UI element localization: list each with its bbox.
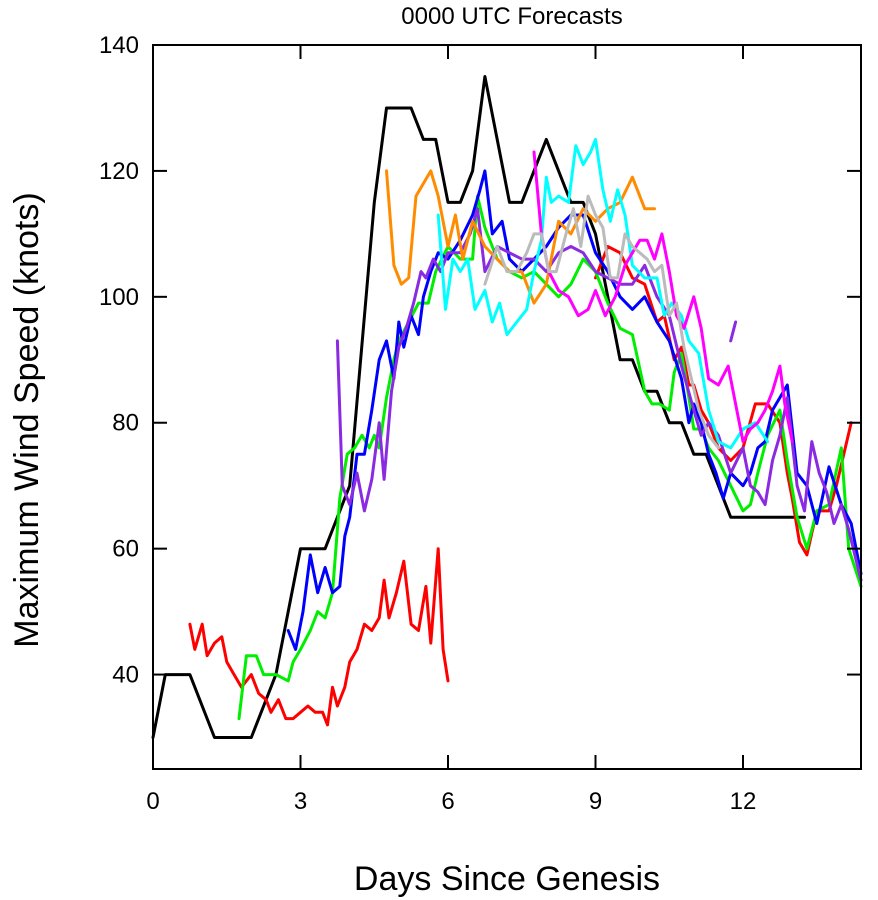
x-axis: 0 3 6 9 12: [146, 45, 756, 815]
y-tick-label: 120: [99, 158, 139, 185]
series-line-7: [729, 320, 738, 343]
y-tick-label: 40: [112, 662, 139, 689]
series-line-10: [532, 150, 794, 444]
series-line-8: [385, 169, 656, 305]
chart-title: 0000 UTC Forecasts: [401, 3, 622, 30]
series-layer: [151, 75, 863, 739]
plot-frame: [152, 44, 862, 770]
x-tick-label: 3: [294, 788, 307, 815]
series-line-5: [286, 169, 863, 651]
y-tick-label: 60: [112, 536, 139, 563]
x-tick-label: 12: [730, 788, 757, 815]
x-axis-title: Days Since Genesis: [354, 860, 660, 898]
series-line-1: [151, 75, 806, 739]
series-line-2: [188, 547, 450, 727]
series-line-9: [436, 137, 770, 450]
series-line-4: [237, 194, 863, 721]
series-line-6: [335, 207, 863, 582]
y-tick-label: 80: [112, 410, 139, 437]
x-tick-label: 6: [441, 788, 454, 815]
y-axis: 40 60 80 100 120 140: [99, 32, 861, 689]
series-line-11: [483, 194, 720, 450]
y-axis-title: Maximum Wind Speed (knots): [8, 192, 46, 647]
y-tick-label: 140: [99, 32, 139, 59]
x-tick-label: 9: [589, 788, 602, 815]
x-tick-label: 0: [146, 788, 159, 815]
y-tick-label: 100: [99, 284, 139, 311]
